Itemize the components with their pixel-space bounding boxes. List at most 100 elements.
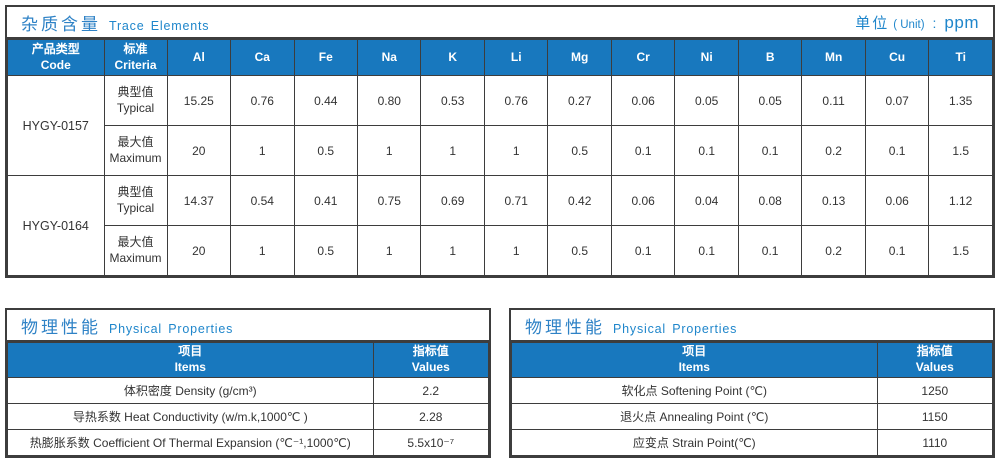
criteria-zh: 最大值 <box>117 134 154 149</box>
property-item-cell: 软化点 Softening Point (℃) <box>511 377 878 404</box>
column-header-items-en: Items <box>174 360 206 374</box>
element-value-cell: 0.76 <box>230 75 295 126</box>
element-column-header: Ca <box>230 39 295 76</box>
physical-right-header-row: 项目 Items 指标值 Values <box>511 342 994 378</box>
element-value-cell: 1.12 <box>928 175 993 226</box>
element-value-cell: 1 <box>420 225 485 276</box>
column-header-items: 项目 Items <box>511 342 878 378</box>
column-header-values-zh: 指标值 <box>412 344 449 359</box>
property-row: 体积密度 Density (g/cm³) 2.2 <box>7 377 490 404</box>
criteria-en: Typical <box>116 100 155 115</box>
element-column-header: Li <box>483 39 549 76</box>
trace-table-row: HYGY-0164 典型值 Typical 14.37 0.54 0.41 0.75 0.69… <box>7 175 993 276</box>
element-column-header: Cr <box>610 39 676 76</box>
physical-properties-panel-left: 物理性能 Physical Properties 项目 Items 指标值 Va… <box>5 308 491 458</box>
trace-table-row: 最大值 Maximum 20 1 0.5 1 1 1 0.5 0.1 0.1 0.1 0.2 0.1 1.5 <box>8 125 993 176</box>
element-value-cell: 0.06 <box>610 175 676 226</box>
physical-properties-table-left: 项目 Items 指标值 Values 体积密度 Density (g/cm³)… <box>7 342 490 456</box>
element-value-cell: 0.1 <box>864 225 930 276</box>
physical-left-header-row: 项目 Items 指标值 Values <box>7 342 490 378</box>
property-value-cell: 1150 <box>876 403 994 430</box>
element-value-cell: 0.1 <box>610 125 676 176</box>
element-value-cell: 0.05 <box>737 75 803 126</box>
element-value-cell: 0.76 <box>483 75 549 126</box>
element-value-cell: 1.5 <box>928 125 993 176</box>
element-column-header: Fe <box>293 39 359 76</box>
criteria-en: Maximum <box>109 250 162 265</box>
property-value-cell: 1110 <box>876 429 994 456</box>
element-value-cell: 0.06 <box>864 175 930 226</box>
column-header-values-zh: 指标值 <box>916 344 953 359</box>
property-row: 应变点 Strain Point(℃) 1110 <box>511 429 994 456</box>
element-value-cell: 1 <box>420 125 485 176</box>
trace-table-header-row: 产品类型 Code 标准 Criteria Al Ca Fe Na K Li Mg Cr Ni B… <box>7 39 993 76</box>
element-value-cell: 0.80 <box>356 75 422 126</box>
unit-colon: : <box>932 14 937 31</box>
property-item-cell: 体积密度 Density (g/cm³) <box>7 377 374 404</box>
element-value-cell: 0.04 <box>674 175 739 226</box>
element-value-cell: 20 <box>166 225 232 276</box>
property-value-cell: 2.28 <box>372 403 490 430</box>
element-value-cell: 0.54 <box>230 175 295 226</box>
element-value-cell: 0.1 <box>737 125 803 176</box>
element-value-cell: 0.13 <box>801 175 866 226</box>
element-value-cell: 0.1 <box>864 125 930 176</box>
unit-zh: 单位 <box>855 14 890 32</box>
element-value-cell: 0.05 <box>674 75 739 126</box>
element-value-cell: 1 <box>230 125 295 176</box>
element-value-cell: 1.35 <box>928 75 993 126</box>
property-value-cell: 5.5x10⁻⁷ <box>372 429 490 456</box>
property-item-cell: 退火点 Annealing Point (℃) <box>511 403 878 430</box>
element-value-cell: 0.2 <box>801 225 866 276</box>
property-row: 导热系数 Heat Conductivity (w/m.k,1000℃ ) 2.2… <box>7 403 490 430</box>
trace-elements-title-zh: 杂质含量 <box>21 14 101 34</box>
column-header-values-en: Values <box>411 360 450 374</box>
element-value-cell: 0.1 <box>674 125 739 176</box>
element-value-cell: 0.06 <box>610 75 676 126</box>
physical-right-title-row: 物理性能 Physical Properties <box>511 310 993 342</box>
column-header-criteria-en: Criteria <box>114 57 157 72</box>
column-header-items-en: Items <box>678 360 710 374</box>
physical-right-title-en: Physical Properties <box>613 321 738 336</box>
element-value-cell: 0.42 <box>547 175 612 226</box>
element-column-header: Na <box>356 39 422 76</box>
physical-left-title-en: Physical Properties <box>109 321 234 336</box>
criteria-zh: 典型值 <box>117 84 154 99</box>
trace-elements-table: 产品类型 Code 标准 Criteria Al Ca Fe Na K Li Mg Cr Ni B… <box>7 39 993 276</box>
element-value-cell: 0.5 <box>547 225 612 276</box>
physical-properties-table-right: 项目 Items 指标值 Values 软化点 Softening Point … <box>511 342 994 456</box>
criteria-en: Typical <box>116 200 155 215</box>
element-column-header: K <box>420 39 485 76</box>
criteria-cell: 最大值 Maximum <box>103 225 168 276</box>
criteria-cell: 典型值 Typical <box>103 175 168 226</box>
column-header-code-zh: 产品类型 <box>31 41 80 56</box>
property-value-cell: 1250 <box>876 377 994 404</box>
element-value-cell: 0.2 <box>801 125 866 176</box>
criteria-zh: 典型值 <box>117 184 154 199</box>
element-value-cell: 15.25 <box>166 75 232 126</box>
unit-label: 单位 ( Unit) : ppm <box>855 12 979 33</box>
physical-properties-panel-right: 物理性能 Physical Properties 项目 Items 指标值 Va… <box>509 308 995 458</box>
criteria-zh: 最大值 <box>117 234 154 249</box>
element-value-cell: 1 <box>483 225 549 276</box>
element-value-cell: 1 <box>356 125 422 176</box>
element-value-cell: 0.5 <box>547 125 612 176</box>
element-column-header: Mg <box>547 39 612 76</box>
element-value-cell: 0.69 <box>420 175 485 226</box>
column-header-items-zh: 项目 <box>178 344 203 359</box>
physical-left-title-zh: 物理性能 <box>21 317 101 337</box>
element-value-cell: 1 <box>230 225 295 276</box>
property-item-cell: 导热系数 Heat Conductivity (w/m.k,1000℃ ) <box>7 403 374 430</box>
unit-value: ppm <box>944 12 979 32</box>
element-value-cell: 0.11 <box>801 75 866 126</box>
element-column-header: Ni <box>674 39 739 76</box>
property-item-cell: 热膨胀系数 Coefficient Of Thermal Expansion (… <box>7 429 374 456</box>
element-value-cell: 0.41 <box>293 175 359 226</box>
trace-elements-title-row: 杂质含量 Trace Elements 单位 ( Unit) : ppm <box>7 7 993 39</box>
element-value-cell: 1 <box>483 125 549 176</box>
property-row: 热膨胀系数 Coefficient Of Thermal Expansion (… <box>7 429 490 456</box>
trace-elements-title: 杂质含量 Trace Elements <box>21 10 209 35</box>
element-value-cell: 0.53 <box>420 75 485 126</box>
column-header-criteria-zh: 标准 <box>123 41 148 56</box>
unit-en: ( Unit) <box>893 18 925 31</box>
